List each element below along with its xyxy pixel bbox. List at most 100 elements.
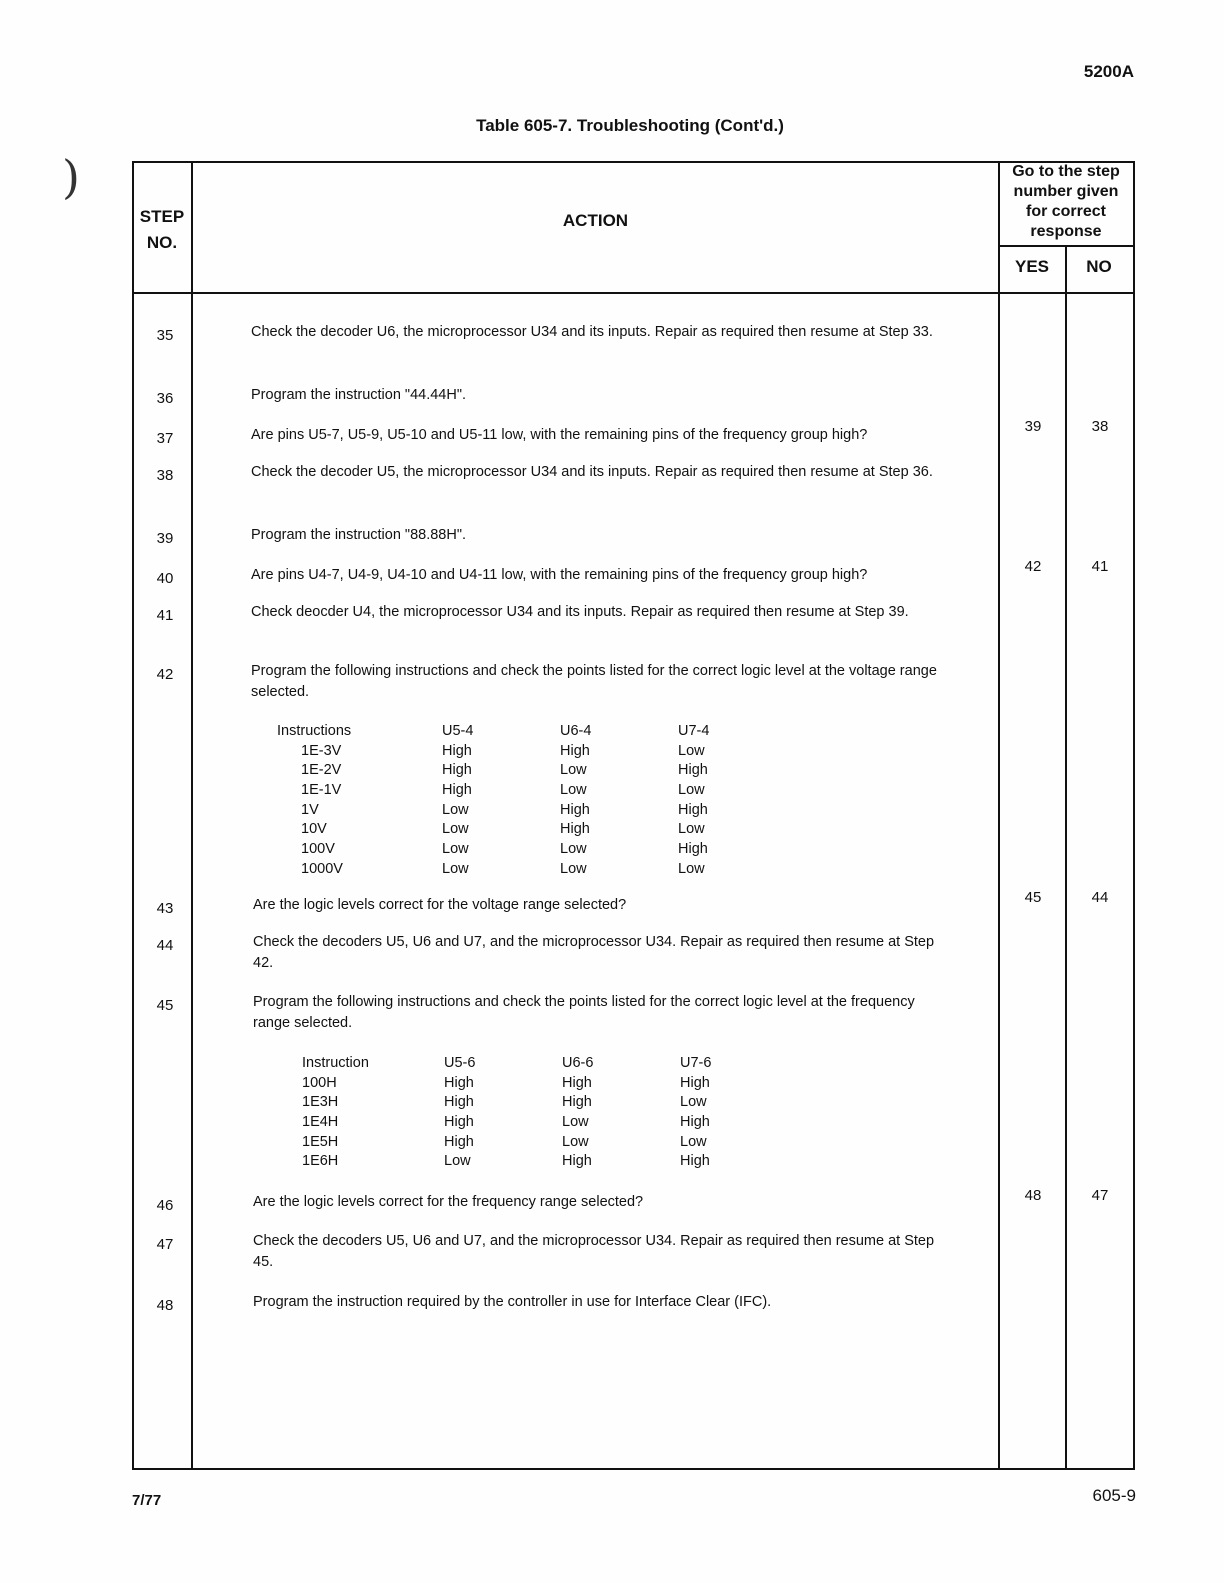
voltage-table-cell: Low — [560, 782, 587, 799]
step-action: Check deocder U4, the microprocessor U34… — [251, 604, 909, 620]
frequency-table-column: U7-6 High Low High Low High — [680, 1054, 711, 1172]
step-action: Check the decoders U5, U6 and U7, and th… — [253, 1233, 935, 1270]
voltage-table-cell: High — [678, 762, 708, 779]
frequency-table-cell: 1E5H — [302, 1133, 339, 1150]
voltage-table-cell: High — [560, 742, 590, 759]
yes-goto-step: 39 — [1024, 418, 1042, 435]
step-number: 48 — [156, 1297, 174, 1314]
header-divider — [132, 292, 1133, 294]
yes-goto-step: 48 — [1024, 1187, 1042, 1204]
voltage-table-cell: 1E-3V — [301, 742, 342, 759]
frequency-table-cell: High — [680, 1074, 710, 1091]
step-number: 46 — [156, 1197, 174, 1214]
voltage-table-column: U6-4 High Low Low High High Low Low — [560, 722, 591, 880]
troubleshooting-table — [132, 161, 1135, 1470]
frequency-table-cell: High — [444, 1074, 474, 1091]
voltage-table-column: U7-4 Low High Low High Low High Low — [678, 722, 709, 880]
footer-date: 7/77 — [132, 1492, 162, 1509]
step-action: Are the logic levels correct for the vol… — [253, 897, 627, 913]
step-number: 47 — [156, 1236, 174, 1253]
step-number: 43 — [156, 900, 174, 917]
step-number: 40 — [156, 570, 174, 587]
voltage-table-header: U6-4 — [560, 723, 592, 739]
step-action: Are pins U4-7, U4-9, U4-10 and U4-11 low… — [251, 567, 868, 583]
frequency-table-cell: High — [562, 1153, 592, 1170]
step-action: Program the instruction "44.44H". — [251, 387, 467, 403]
frequency-table-cell: High — [680, 1114, 710, 1131]
frequency-table-cell: Low — [680, 1133, 707, 1150]
step-number: 36 — [156, 390, 174, 407]
voltage-table-cell: Low — [560, 762, 587, 779]
frequency-table-cell: 1E3H — [302, 1094, 339, 1111]
table-title: Table 605-7. Troubleshooting (Cont'd.) — [476, 116, 784, 135]
step-action: Program the following instructions and c… — [253, 994, 915, 1031]
voltage-table-cell: Low — [560, 860, 587, 877]
step-column-divider — [191, 161, 193, 1468]
voltage-table-cell: 100V — [301, 841, 335, 858]
model-number: 5200A — [1083, 62, 1134, 81]
yes-goto-step: 42 — [1024, 558, 1042, 575]
voltage-table-header: U7-4 — [678, 723, 710, 739]
voltage-table-cell: 1E-1V — [301, 782, 342, 799]
frequency-table-cell: 100H — [302, 1074, 337, 1091]
voltage-table-cell: 1E-2V — [301, 762, 342, 779]
step-action: Are pins U5-7, U5-9, U5-10 and U5-11 low… — [251, 427, 868, 443]
yes-no-divider — [1065, 246, 1067, 1468]
no-goto-step: 38 — [1091, 418, 1109, 435]
voltage-table-cell: Low — [442, 821, 469, 838]
frequency-table-cell: 1E4H — [302, 1114, 339, 1131]
action-header: ACTION — [562, 211, 629, 230]
step-action: Program the instruction required by the … — [253, 1294, 772, 1310]
frequency-table-cell: 1E6H — [302, 1153, 339, 1170]
step-action: Check the decoder U5, the microprocessor… — [251, 464, 933, 480]
frequency-table-header: U7-6 — [680, 1055, 712, 1071]
step-number: 37 — [156, 430, 174, 447]
step-action: Check the decoder U6, the microprocessor… — [251, 324, 933, 340]
voltage-table-cell: 10V — [301, 821, 327, 838]
yes-header: YES — [1014, 257, 1050, 276]
voltage-table-column: U5-4 High High High Low Low Low Low — [442, 722, 473, 880]
voltage-table-cell: High — [442, 782, 472, 799]
step-number: 38 — [156, 467, 174, 484]
voltage-table-header: U5-4 — [442, 723, 474, 739]
voltage-table-cell: Low — [678, 860, 705, 877]
frequency-table-cell: Low — [444, 1153, 471, 1170]
step-number: 39 — [156, 530, 174, 547]
no-goto-step: 44 — [1091, 889, 1109, 906]
frequency-table-column: U6-6 High High Low Low High — [562, 1054, 593, 1172]
frequency-table-cell: High — [444, 1114, 474, 1131]
frequency-table-cell: Low — [680, 1094, 707, 1111]
no-goto-step: 41 — [1091, 558, 1109, 575]
frequency-table-cell: High — [680, 1153, 710, 1170]
action-column-divider — [998, 161, 1000, 1468]
voltage-table-cell: Low — [442, 801, 469, 818]
voltage-table-cell: Low — [560, 841, 587, 858]
no-goto-step: 47 — [1091, 1187, 1109, 1204]
frequency-table-cell: High — [444, 1133, 474, 1150]
voltage-table-cell: 1V — [301, 801, 319, 818]
voltage-table-cell: High — [678, 801, 708, 818]
voltage-table-cell: Low — [442, 841, 469, 858]
frequency-table-header: Instruction — [302, 1055, 369, 1071]
voltage-table-cell: Low — [442, 860, 469, 877]
voltage-table-cell: Low — [678, 782, 705, 799]
step-number: 41 — [156, 607, 174, 624]
goto-header: Go to the step number given for correct … — [1012, 163, 1120, 240]
goto-divider — [998, 245, 1133, 247]
footer-page-number: 605-9 — [1092, 1486, 1136, 1505]
frequency-table-header: U5-6 — [444, 1055, 476, 1071]
voltage-table-column: Instructions 1E-3V 1E-2V 1E-1V 1V 10V 100V 1000… — [277, 722, 351, 880]
binding-mark: ) — [62, 150, 80, 204]
voltage-table-cell: High — [560, 821, 590, 838]
frequency-table-cell: High — [444, 1094, 474, 1111]
voltage-table-cell: 1000V — [301, 860, 343, 877]
step-number: 42 — [156, 666, 174, 683]
voltage-table-cell: High — [560, 801, 590, 818]
voltage-table-cell: Low — [678, 821, 705, 838]
step-action: Check the decoders U5, U6 and U7, and th… — [253, 934, 935, 971]
voltage-table-cell: Low — [678, 742, 705, 759]
frequency-table-cell: Low — [562, 1133, 589, 1150]
frequency-table-cell: High — [562, 1074, 592, 1091]
step-action: Are the logic levels correct for the fre… — [253, 1194, 644, 1210]
